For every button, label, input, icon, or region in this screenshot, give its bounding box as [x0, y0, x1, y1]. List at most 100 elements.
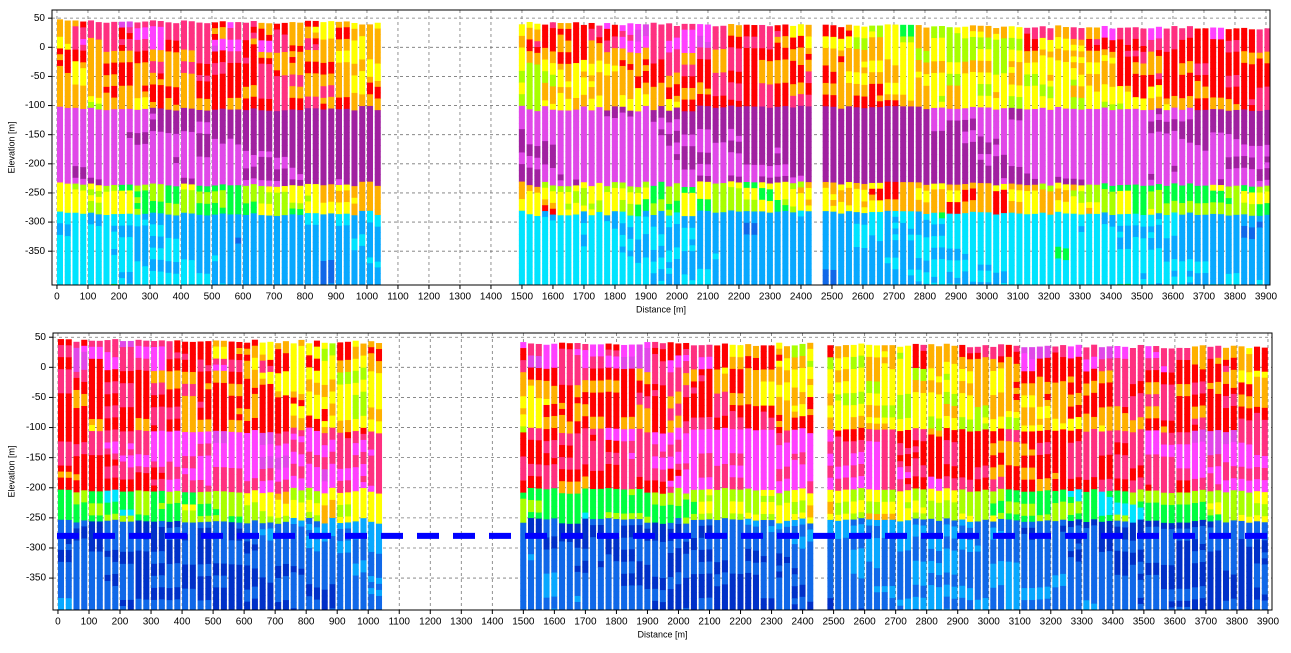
section-cell: [165, 133, 172, 140]
section-cell: [782, 210, 789, 218]
section-cell: [774, 170, 781, 178]
section-cell: [604, 174, 611, 181]
section-cell: [304, 166, 312, 173]
section-cell: [95, 156, 102, 163]
section-cell: [72, 253, 79, 260]
section-cell: [619, 159, 626, 166]
section-cell: [250, 248, 257, 255]
section-cell: [954, 138, 961, 145]
section-cell: [962, 149, 969, 156]
section-cell: [923, 103, 930, 110]
section-cell: [320, 27, 327, 35]
section-cell: [289, 80, 296, 87]
section-cell: [666, 93, 673, 100]
section-cell: [923, 196, 930, 203]
section-cell: [534, 186, 541, 194]
section-cell: [1008, 195, 1015, 202]
section-cell: [1016, 85, 1023, 92]
section-cell: [64, 189, 71, 196]
section-cell: [320, 138, 327, 145]
section-cell: [1000, 230, 1007, 237]
section-cell: [80, 155, 87, 162]
section-cell: [289, 196, 296, 204]
x-tick-label: 3900: [1255, 292, 1278, 303]
section-cell: [173, 157, 180, 164]
section-cell: [751, 258, 758, 265]
section-cell: [573, 132, 580, 140]
section-cell: [993, 202, 1000, 210]
section-cell: [542, 47, 549, 55]
section-cell: [635, 175, 642, 182]
section-cell: [304, 201, 312, 208]
section-cell: [604, 256, 611, 263]
section-cell: [273, 70, 281, 77]
section-cell: [1016, 166, 1023, 174]
section-cell: [751, 36, 758, 44]
section-cell: [219, 242, 226, 249]
section-cell: [884, 117, 891, 124]
section-cell: [790, 31, 797, 39]
section-cell: [111, 68, 118, 75]
section-cell: [845, 228, 852, 235]
section-cell: [977, 130, 984, 137]
section-cell: [938, 264, 945, 272]
section-cell: [142, 79, 149, 87]
section-cell: [845, 281, 852, 286]
section-cell: [790, 113, 797, 120]
section-cell: [304, 207, 312, 214]
section-cell: [343, 50, 350, 57]
section-cell: [931, 212, 938, 220]
section-cell: [235, 80, 242, 87]
section-cell: [938, 259, 945, 266]
section-cell: [103, 174, 110, 181]
section-cell: [954, 260, 961, 267]
section-cell: [869, 107, 876, 114]
section-cell: [542, 158, 549, 165]
section-cell: [580, 275, 587, 282]
section-cell: [993, 167, 1000, 175]
section-cell: [242, 214, 250, 222]
section-cell: [273, 256, 281, 264]
section-cell: [720, 223, 727, 231]
section-cell: [735, 170, 742, 178]
section-cell: [635, 187, 642, 194]
section-cell: [304, 265, 312, 272]
section-cell: [281, 116, 288, 123]
section-cell: [250, 207, 257, 214]
section-cell: [900, 269, 907, 276]
section-cell: [642, 280, 649, 286]
section-cell: [118, 103, 126, 110]
section-cell: [80, 219, 87, 226]
section-cell: [681, 262, 688, 270]
section-cell: [273, 122, 281, 130]
section-cell: [134, 121, 141, 128]
section-cell: [351, 75, 358, 82]
section-cell: [900, 246, 907, 253]
section-cell: [969, 60, 976, 67]
section-cell: [938, 200, 945, 208]
section-cell: [619, 258, 626, 265]
section-cell: [938, 235, 945, 243]
section-cell: [635, 198, 642, 206]
section-cell: [954, 178, 961, 186]
section-cell: [126, 155, 133, 162]
section-cell: [892, 135, 899, 142]
section-cell: [869, 229, 876, 236]
section-cell: [650, 162, 657, 169]
section-cell: [642, 94, 649, 101]
section-cell: [759, 263, 766, 271]
section-cell: [830, 275, 837, 283]
section-cell: [258, 209, 265, 216]
section-cell: [157, 236, 164, 243]
section-cell: [596, 130, 603, 137]
section-cell: [720, 188, 727, 196]
section-cell: [103, 255, 110, 263]
section-cell: [64, 160, 71, 167]
section-cell: [557, 22, 564, 30]
section-cell: [557, 92, 564, 100]
section-cell: [573, 57, 580, 64]
section-cell: [126, 225, 133, 232]
section-cell: [196, 92, 203, 99]
section-cell: [604, 232, 611, 240]
section-cell: [118, 225, 126, 232]
